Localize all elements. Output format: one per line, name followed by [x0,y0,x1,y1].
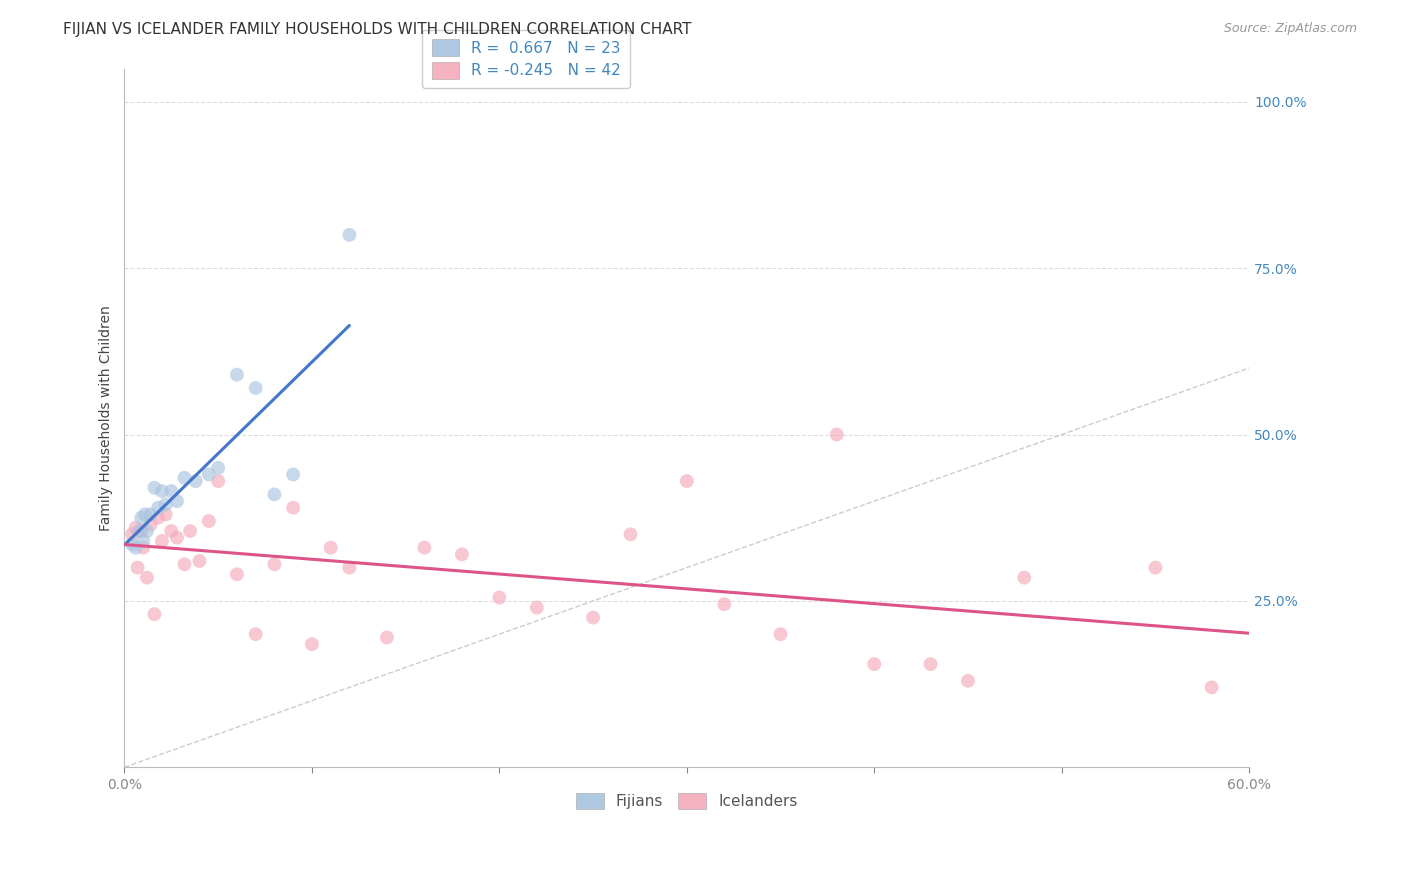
Point [160,524,183,538]
Text: FIJIAN VS ICELANDER FAMILY HOUSEHOLDS WITH CHILDREN CORRELATION CHART: FIJIAN VS ICELANDER FAMILY HOUSEHOLDS WI… [63,22,692,37]
Point [155,497,177,511]
Point [136,571,159,585]
Point [121,527,143,541]
Point [713,597,735,611]
Point [139,508,162,522]
Point [139,517,162,532]
Point [582,610,605,624]
Point [188,554,211,568]
Point [769,627,792,641]
Point [136,524,159,538]
Point [166,494,188,508]
Point [143,607,166,622]
Point [150,484,173,499]
Point [226,567,249,582]
Point [125,521,148,535]
Point [134,508,156,522]
Point [451,547,474,561]
Point [920,657,942,672]
Point [263,487,285,501]
Point [375,631,398,645]
Point [155,508,177,522]
Point [150,533,173,548]
Point [184,474,207,488]
Point [956,673,979,688]
Point [413,541,436,555]
Point [245,627,267,641]
Point [619,527,641,541]
Legend: Fijians, Icelanders: Fijians, Icelanders [569,787,804,815]
Point [825,427,848,442]
Point [132,533,155,548]
Point [488,591,510,605]
Text: Source: ZipAtlas.com: Source: ZipAtlas.com [1223,22,1357,36]
Point [127,560,149,574]
Point [131,524,153,538]
Point [128,524,150,538]
Point [245,381,267,395]
Point [207,474,229,488]
Point [526,600,548,615]
Point [226,368,249,382]
Point [173,558,195,572]
Point [121,537,143,551]
Point [131,510,153,524]
Point [1012,571,1035,585]
Point [263,558,285,572]
Point [1144,560,1167,574]
Point [179,524,201,538]
Point [148,500,170,515]
Point [198,467,221,482]
Point [283,500,305,515]
Point [319,541,342,555]
Point [132,541,155,555]
Point [675,474,697,488]
Point [283,467,305,482]
Point [339,227,361,242]
Point [173,471,195,485]
Point [143,481,166,495]
Point [166,531,188,545]
Point [207,460,229,475]
Point [148,510,170,524]
Point [1201,681,1223,695]
Point [339,560,361,574]
Point [125,541,148,555]
Y-axis label: Family Households with Children: Family Households with Children [100,305,114,531]
Point [863,657,886,672]
Point [301,637,323,651]
Point [160,484,183,499]
Point [198,514,221,528]
